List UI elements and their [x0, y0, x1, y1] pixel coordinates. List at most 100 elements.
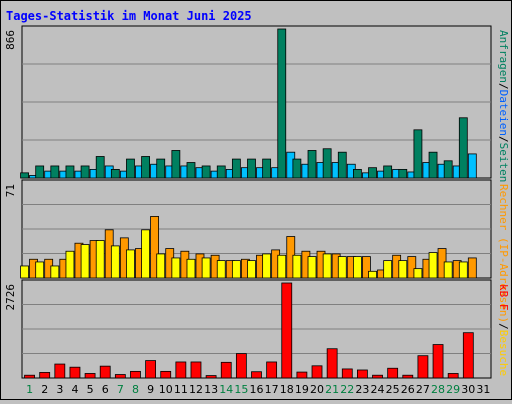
bar-kb-f — [266, 361, 278, 379]
x-tick-label: 10 — [159, 383, 173, 396]
bar-besuche — [247, 260, 256, 279]
bar-besuche — [322, 253, 332, 279]
legend-part: / — [497, 83, 510, 90]
bar-besuche — [398, 260, 408, 279]
x-tick-label: 30 — [461, 383, 475, 396]
legend-part: Rechner — [497, 184, 510, 231]
bar-anfragen — [126, 158, 135, 179]
x-tick-label: 20 — [310, 383, 324, 396]
bar-besuche — [50, 265, 60, 279]
bar-anfragen — [156, 158, 166, 179]
bar-besuche — [231, 260, 241, 279]
legend-part: / — [497, 323, 510, 330]
x-tick-label: 3 — [56, 383, 63, 396]
bar-anfragen — [398, 168, 408, 179]
bar-kb-f — [54, 363, 66, 379]
bar-kb-f — [326, 348, 338, 379]
bar-kb-f — [235, 353, 247, 379]
bar-besuche — [428, 252, 438, 279]
bar-rechner — [150, 216, 159, 279]
x-tick-label: 2 — [41, 383, 48, 396]
x-tick-label: 24 — [371, 383, 385, 396]
bar-kb-f — [160, 370, 172, 379]
bar-anfragen — [171, 150, 181, 179]
bar-anfragen — [141, 156, 150, 179]
bar-anfragen — [413, 129, 423, 179]
legend-bottom: kB F — [497, 284, 510, 311]
bar-besuche — [337, 256, 347, 279]
x-tick-label: 25 — [386, 383, 400, 396]
legend-part: kB F — [497, 284, 510, 311]
x-tick-label: 31 — [476, 383, 490, 396]
legend-mid: Rechner (IP-Adressen)/Besuche — [497, 184, 510, 376]
bar-anfragen — [307, 150, 317, 179]
bar-anfragen — [35, 165, 45, 179]
bar-kb-f — [387, 367, 399, 379]
y-max-label: 866 — [4, 30, 17, 50]
x-tick-label: 9 — [147, 383, 154, 396]
bar-kb-f — [39, 372, 51, 379]
bar-anfragen — [458, 117, 468, 179]
legend-part: Besuche — [497, 330, 510, 376]
bar-kb-f — [84, 373, 96, 379]
bar-anfragen — [201, 165, 211, 179]
bar-kb-f — [24, 374, 35, 379]
bar-anfragen — [337, 151, 347, 179]
x-tick-label: 28 — [431, 383, 445, 396]
bar-kb-f — [357, 369, 368, 379]
bar-kb-f — [205, 375, 217, 379]
bar-besuche — [383, 260, 393, 279]
bar-besuche — [35, 261, 45, 279]
x-tick-label: 19 — [295, 383, 309, 396]
x-tick-label: 15 — [234, 383, 248, 396]
legend-part: / — [497, 136, 510, 143]
bar-besuche — [292, 254, 302, 279]
bar-besuche — [126, 249, 135, 279]
bar-kb-f — [341, 368, 353, 379]
bar-rechner — [407, 256, 417, 279]
bar-anfragen — [216, 165, 226, 179]
x-tick-label: 16 — [250, 383, 264, 396]
x-tick-label: 18 — [280, 383, 294, 396]
bar-kb-f — [69, 366, 81, 379]
legend-top: Anfragen/Dateien/Seiten — [497, 30, 510, 182]
x-tick-label: 21 — [325, 383, 339, 396]
x-tick-label: 11 — [174, 383, 188, 396]
bar-anfragen — [292, 158, 302, 179]
bar-anfragen — [262, 158, 272, 179]
legend-part: (IP-Adressen) — [497, 230, 510, 323]
bar-besuche — [110, 245, 120, 279]
x-tick-label: 14 — [219, 383, 233, 396]
x-tick-label: 7 — [117, 383, 124, 396]
bar-kb-f — [114, 374, 126, 379]
bar-besuche — [186, 258, 196, 279]
x-tick-label: 8 — [132, 383, 139, 396]
bar-besuche — [413, 268, 423, 279]
bar-besuche — [262, 253, 272, 279]
bar-anfragen — [95, 156, 105, 179]
bar-kb-f — [432, 344, 444, 379]
bar-kb-f — [462, 332, 474, 379]
bar-anfragen — [50, 165, 60, 179]
bar-kb-f — [296, 371, 308, 379]
x-tick-label: 4 — [71, 383, 78, 396]
bar-anfragen — [383, 165, 393, 179]
bar-anfragen — [247, 158, 256, 179]
chart-title: Tages-Statistik im Monat Juni 2025 — [6, 9, 252, 23]
bar-anfragen — [20, 172, 29, 179]
bar-anfragen — [368, 167, 377, 179]
bar-kb-f — [251, 371, 262, 379]
bar-besuche — [353, 256, 362, 279]
bar-besuche — [458, 261, 468, 279]
x-tick-label: 17 — [265, 383, 279, 396]
bar-kb-f — [281, 282, 293, 379]
bar-anfragen — [322, 148, 332, 179]
bar-kb-f — [130, 370, 141, 379]
x-tick-label: 26 — [401, 383, 415, 396]
bar-anfragen — [353, 168, 362, 179]
bar-anfragen — [231, 158, 241, 179]
bar-anfragen — [428, 151, 438, 179]
bar-rechner — [362, 256, 371, 279]
bar-kb-f — [447, 373, 459, 379]
